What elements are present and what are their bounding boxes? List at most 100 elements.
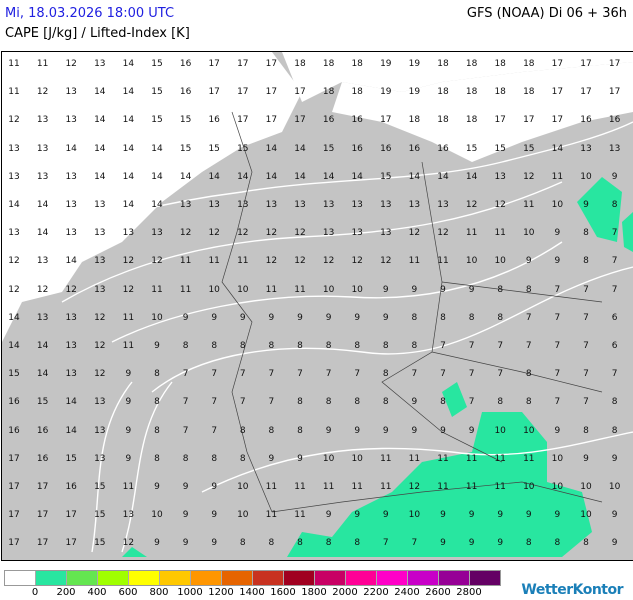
lifted-index-value: 9 bbox=[182, 538, 189, 549]
lifted-index-value: 9 bbox=[411, 284, 418, 295]
lifted-index-value: 15 bbox=[179, 143, 192, 154]
lifted-index-value: 17 bbox=[65, 510, 77, 521]
lifted-index-value: 7 bbox=[268, 397, 275, 408]
lifted-index-value: 15 bbox=[151, 87, 163, 98]
lifted-index-value: 13 bbox=[65, 171, 77, 182]
legend-label: 2200 bbox=[363, 587, 389, 598]
lifted-index-value: 14 bbox=[437, 171, 449, 182]
cape-area-east2 bbox=[622, 212, 633, 252]
lifted-index-value: 13 bbox=[36, 256, 49, 267]
lifted-index-value: 8 bbox=[497, 397, 504, 408]
lifted-index-value: 9 bbox=[125, 397, 132, 408]
lifted-index-value: 14 bbox=[294, 171, 306, 182]
lifted-index-value: 12 bbox=[408, 228, 421, 239]
lifted-index-value: 8 bbox=[440, 312, 446, 323]
lifted-index-value: 18 bbox=[465, 115, 478, 126]
lifted-index-value: 12 bbox=[179, 228, 192, 239]
lifted-index-value: 11 bbox=[294, 510, 306, 521]
lifted-index-value: 12 bbox=[8, 284, 20, 295]
lifted-index-value: 17 bbox=[551, 59, 564, 69]
lifted-index-value: 12 bbox=[122, 284, 135, 295]
lifted-index-value: 12 bbox=[8, 115, 20, 126]
cape-area-east bbox=[577, 177, 622, 242]
lifted-index-value: 11 bbox=[265, 482, 278, 492]
lifted-index-value: 15 bbox=[94, 510, 106, 521]
lifted-index-value: 8 bbox=[583, 538, 589, 549]
lifted-index-value: 14 bbox=[122, 143, 135, 154]
lifted-index-value: 14 bbox=[36, 228, 49, 239]
lifted-index-value: 8 bbox=[411, 312, 418, 323]
lifted-index-value: 16 bbox=[36, 453, 49, 464]
lifted-index-value: 7 bbox=[554, 397, 561, 408]
legend-label: 800 bbox=[149, 587, 169, 598]
lifted-index-value: 13 bbox=[351, 228, 363, 239]
lifted-index-value: 9 bbox=[440, 284, 446, 295]
map-background bbox=[2, 52, 633, 557]
lifted-index-value: 8 bbox=[525, 369, 532, 380]
lifted-index-value: 13 bbox=[294, 200, 306, 210]
lifted-index-value: 10 bbox=[551, 200, 564, 210]
lifted-index-value: 17 bbox=[265, 87, 278, 98]
lifted-index-value: 18 bbox=[465, 59, 478, 69]
lifted-index-value: 10 bbox=[351, 453, 363, 464]
lifted-index-value: 11 bbox=[494, 482, 506, 492]
lifted-index-value: 11 bbox=[523, 200, 535, 210]
lifted-index-value: 8 bbox=[611, 200, 618, 210]
lifted-index-value: 13 bbox=[380, 228, 392, 239]
lifted-index-value: 9 bbox=[583, 200, 589, 210]
legend-label: 2800 bbox=[456, 587, 482, 598]
lifted-index-value: 15 bbox=[94, 482, 106, 492]
lifted-index-value: 7 bbox=[525, 312, 532, 323]
lifted-index-value: 11 bbox=[322, 482, 335, 492]
lifted-index-value: 18 bbox=[494, 59, 506, 69]
lifted-index-value: 9 bbox=[583, 453, 589, 464]
legend-label: 400 bbox=[87, 587, 107, 598]
lifted-index-value: 12 bbox=[237, 228, 249, 239]
lifted-index-value: 18 bbox=[523, 59, 535, 69]
legend-label: 600 bbox=[118, 587, 138, 598]
lifted-index-value: 8 bbox=[182, 341, 189, 351]
lifted-index-value: 7 bbox=[497, 341, 504, 351]
lifted-index-value: 11 bbox=[179, 256, 192, 267]
lifted-index-value: 11 bbox=[494, 228, 506, 239]
lifted-index-value: 16 bbox=[65, 482, 77, 492]
lifted-index-value: 16 bbox=[437, 143, 449, 154]
lifted-index-value: 7 bbox=[611, 369, 618, 380]
lifted-index-value: 10 bbox=[237, 510, 249, 521]
lifted-index-value: 14 bbox=[151, 143, 163, 154]
lifted-index-value: 7 bbox=[440, 341, 446, 351]
legend-label: 1600 bbox=[270, 587, 296, 598]
lifted-index-value: 18 bbox=[294, 59, 306, 69]
lifted-index-value: 14 bbox=[65, 256, 77, 267]
lifted-index-value: 8 bbox=[268, 538, 275, 549]
lifted-index-value: 13 bbox=[151, 228, 163, 239]
legend-swatch bbox=[98, 571, 129, 585]
lifted-index-value: 8 bbox=[497, 312, 504, 323]
lifted-index-value: 13 bbox=[65, 341, 77, 351]
lifted-index-value: 11 bbox=[237, 256, 249, 267]
lifted-index-value: 13 bbox=[265, 200, 278, 210]
lifted-index-value: 10 bbox=[523, 482, 535, 492]
lifted-index-value: 13 bbox=[322, 228, 335, 239]
lifted-index-value: 13 bbox=[8, 171, 20, 182]
lifted-index-value: 10 bbox=[237, 284, 249, 295]
legend-swatch bbox=[284, 571, 315, 585]
lifted-index-value: 17 bbox=[265, 59, 278, 69]
lifted-index-value: 7 bbox=[468, 341, 475, 351]
lifted-index-value: 17 bbox=[265, 115, 278, 126]
lifted-index-value: 12 bbox=[36, 284, 49, 295]
lifted-index-value: 18 bbox=[351, 59, 363, 69]
lifted-index-value: 8 bbox=[468, 312, 475, 323]
legend-swatch bbox=[377, 571, 408, 585]
lifted-index-value: 7 bbox=[497, 369, 504, 380]
lifted-index-value: 9 bbox=[154, 341, 160, 351]
lifted-index-value: 7 bbox=[583, 341, 589, 351]
lifted-index-value: 7 bbox=[468, 397, 475, 408]
lifted-index-value: 17 bbox=[237, 87, 249, 98]
lifted-index-value: 9 bbox=[525, 256, 532, 267]
lifted-index-value: 12 bbox=[208, 228, 220, 239]
lifted-index-value: 6 bbox=[611, 312, 618, 323]
lifted-index-value: 14 bbox=[122, 115, 135, 126]
lifted-index-value: 16 bbox=[36, 425, 49, 436]
lifted-index-value: 12 bbox=[294, 228, 306, 239]
